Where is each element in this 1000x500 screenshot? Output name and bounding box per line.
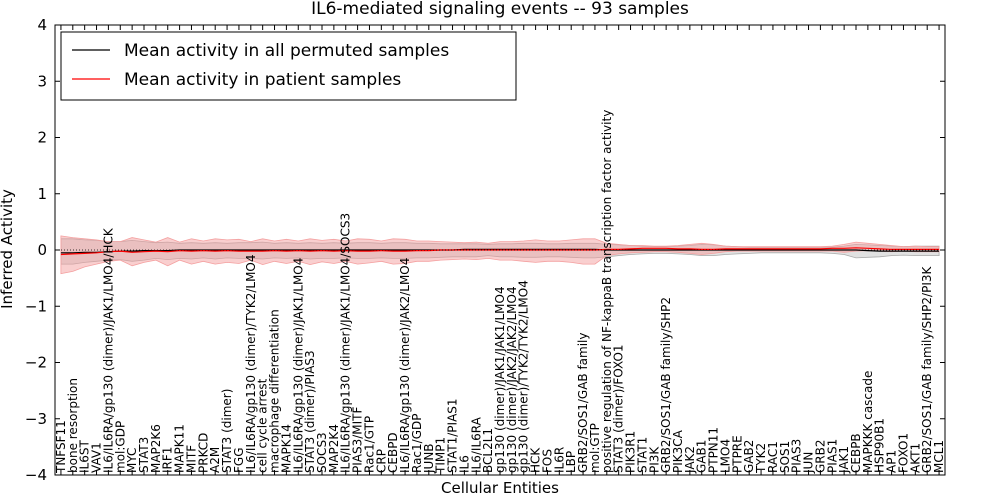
x-tick-label: CRP (374, 449, 388, 473)
x-tick-label: IL6/IL6RA/gp130 (dimer)/JAK1/LMO4/HCK (101, 227, 115, 473)
x-tick-label: STAT3 (dimer)/PIAS3 (303, 350, 317, 473)
y-tick-label: 4 (37, 16, 47, 34)
x-tick-label: MAPKKK cascade (861, 371, 875, 473)
x-tick-label: A2M (208, 447, 222, 473)
x-tick-label: MAPK11 (173, 424, 187, 473)
x-tick-label: GAB1 (695, 440, 709, 473)
x-tick-label: RAC1 (766, 441, 780, 473)
x-tick-label: GAB2 (742, 440, 756, 473)
x-tick-label: HSP90B1 (873, 418, 887, 473)
x-tick-label: PTPN11 (707, 427, 721, 473)
x-tick-label: cell cycle arrest (256, 378, 270, 473)
x-tick-label: FOXO1 (897, 433, 911, 473)
y-ticks: −4 −3 −2 −1 0 1 2 3 4 (25, 16, 945, 484)
x-tick-label: IL6/IL6RA/gp130 (dimer)/TYK2/LMO4 (244, 254, 258, 473)
x-tick-label: IL6R (552, 447, 566, 473)
x-tick-label: mol:GTP (588, 423, 602, 473)
x-tick-label: TIMP1 (434, 437, 448, 474)
x-tick-label: PI3K (647, 446, 661, 473)
x-tick-label: GRB2 (813, 439, 827, 473)
x-tick-label: gp130 (dimer)/JAK1/JAK1/LMO4 (493, 286, 507, 473)
y-tick-label: −4 (25, 466, 47, 484)
legend-label-patient: Mean activity in patient samples (124, 70, 401, 90)
x-tick-label: JUNB (422, 443, 436, 474)
x-tick-label: PIAS3/MITF (351, 406, 365, 473)
x-tick-label: LMO4 (719, 439, 733, 473)
x-tick-label: JAK1 (837, 446, 851, 474)
x-tick-label: MAP2K6 (149, 424, 163, 473)
x-tick-label: STAT3 (dimer)/FOXO1 (612, 344, 626, 473)
x-tick-label: JUN (802, 452, 816, 474)
x-tick-label: FGG (232, 448, 246, 474)
x-tick-label: BCL2L1 (481, 428, 495, 473)
x-tick-label: MYC (125, 448, 139, 473)
x-tick-label: MAP2K4 (327, 424, 341, 473)
x-tick-label: PIK3CA (671, 429, 685, 473)
x-tick-label: STAT3 (dimer) (220, 389, 234, 473)
x-tick-label: SOS1 (778, 441, 792, 473)
x-tick-label: PIK3R1 (624, 431, 638, 473)
x-tick-label: IL6 (457, 455, 471, 473)
x-tick-label: LBP (564, 451, 578, 473)
x-tick-label: bone resorption (66, 378, 80, 473)
y-tick-label: −1 (25, 297, 47, 315)
y-tick-label: −2 (25, 354, 47, 372)
x-tick-label: SOCS3 (315, 432, 329, 473)
legend-box (60, 31, 517, 101)
x-tick-label: TYK2 (754, 443, 768, 474)
x-tick-label: FOS (541, 449, 555, 473)
x-tick-label: IL6ST (78, 440, 92, 473)
y-tick-label: 1 (37, 185, 47, 203)
x-tick-label: MCL1 (932, 440, 946, 473)
y-tick-label: 3 (37, 72, 47, 90)
x-tick-label: IRF1 (161, 447, 175, 473)
x-tick-label: IL6/IL6RA/gp130 (dimer)/JAK2/LMO4 (398, 258, 412, 473)
x-tick-label: MITF (185, 445, 199, 473)
x-tick-label: positive regulation of NF-kappaB transcr… (600, 110, 614, 473)
y-tick-label: −3 (25, 410, 47, 428)
x-tick-label: Rac1/GTP (363, 416, 377, 473)
x-tick-label: IL6/IL6RA/gp130 (dimer)/JAK1/LMO4/SOCS3 (339, 213, 353, 473)
x-tick-label: PIAS1 (825, 439, 839, 473)
x-tick-label: HCK (529, 447, 543, 473)
band-series-1 (60, 235, 940, 275)
x-tick-label: gp130 (dimer)/JAK2/JAK2/LMO4 (505, 286, 519, 473)
x-tick-label: Rac1/GDP (410, 414, 424, 473)
y-tick-label: 0 (37, 241, 47, 259)
x-tick-label: GRB2/SOS1/GAB family (576, 333, 590, 474)
x-tick-label: GRB2/SOS1/GAB family/SHP2 (659, 297, 673, 473)
x-tick-label: IL6/IL6RA/gp130 (dimer)/JAK1/LMO4 (291, 258, 305, 473)
x-axis-label: Cellular Entities (441, 479, 559, 497)
legend: Mean activity in all permuted samples Me… (60, 31, 517, 101)
x-tick-label: PRKCD (196, 433, 210, 473)
x-tick-label: PTPRE (730, 435, 744, 473)
x-tick-label: MAPK14 (279, 424, 293, 473)
x-tick-label: CEBPB (849, 433, 863, 473)
x-tick-label: CEBPD (386, 432, 400, 473)
x-tick-label: gp130 (dimer)/TYK2/TYK2/LMO4 (517, 280, 531, 473)
x-tick-label: JAK2 (683, 446, 697, 474)
plot-frame (54, 24, 946, 476)
y-tick-label: 2 (37, 129, 47, 147)
confidence-bands (60, 235, 940, 275)
x-tick-label: VAV1 (90, 442, 104, 473)
x-tick-label: GRB2/SOS1/GAB family/SHP2/PI3K (920, 265, 934, 473)
x-tick-label: STAT1/PIAS1 (446, 398, 460, 473)
x-tick-label: TNFSF11 (54, 420, 68, 474)
x-tick-label: STAT1 (635, 437, 649, 473)
y-axis-label: Inferred Activity (0, 189, 16, 309)
chart-title: IL6-mediated signaling events -- 93 samp… (311, 0, 689, 19)
x-ticks (60, 25, 940, 475)
x-tick-label: IL6/IL6RA (469, 416, 483, 473)
x-tick-label: AKT1 (908, 443, 922, 473)
x-tick-label: AP1 (885, 450, 899, 473)
x-tick-label: mol:GDP (113, 421, 127, 473)
x-tick-label: STAT3 (137, 437, 151, 473)
x-tick-label: PIAS3 (790, 439, 804, 473)
legend-label-permuted: Mean activity in all permuted samples (124, 41, 449, 61)
x-tick-label: macrophage differentiation (268, 309, 282, 473)
